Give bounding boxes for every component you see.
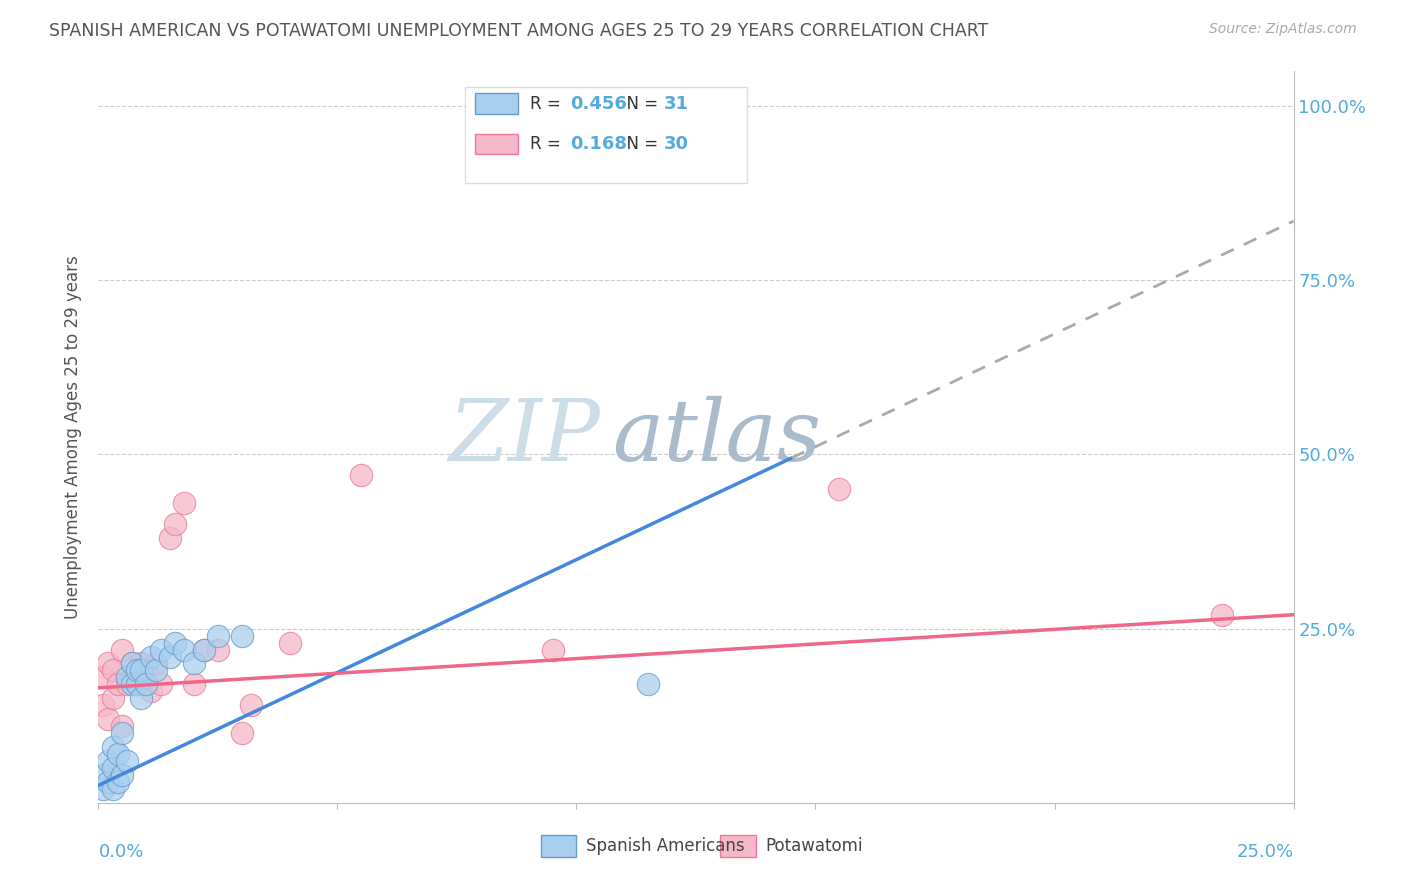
Point: [101, 781, 124, 796]
Point: [231, 726, 253, 740]
Point: [350, 468, 373, 483]
Point: [101, 761, 124, 775]
Point: [107, 747, 129, 761]
Point: [183, 657, 205, 671]
Point: [111, 768, 134, 782]
Point: [121, 677, 143, 691]
Point: [115, 677, 138, 691]
Point: [163, 635, 186, 649]
Point: [139, 649, 162, 664]
Text: Source: ZipAtlas.com: Source: ZipAtlas.com: [1209, 22, 1357, 37]
Text: R =: R =: [530, 95, 567, 112]
Point: [97, 775, 120, 789]
Point: [207, 629, 229, 643]
Point: [111, 719, 134, 733]
Point: [125, 677, 148, 691]
Point: [125, 677, 148, 691]
Text: R =: R =: [530, 135, 567, 153]
Text: 0.456: 0.456: [569, 95, 627, 112]
Point: [139, 684, 162, 698]
Point: [145, 664, 167, 678]
Text: N =: N =: [616, 95, 664, 112]
Point: [163, 517, 186, 532]
Text: 25.0%: 25.0%: [1236, 843, 1294, 861]
Point: [193, 642, 215, 657]
Point: [173, 496, 195, 510]
Point: [125, 664, 148, 678]
Text: N =: N =: [616, 135, 664, 153]
FancyBboxPatch shape: [475, 134, 519, 154]
Point: [183, 677, 205, 691]
Text: Potawatomi: Potawatomi: [765, 837, 863, 855]
Point: [111, 642, 134, 657]
Point: [173, 642, 195, 657]
Point: [193, 642, 215, 657]
Point: [97, 754, 120, 768]
Point: [121, 657, 143, 671]
Text: Spanish Americans: Spanish Americans: [586, 837, 745, 855]
Point: [101, 740, 124, 755]
Text: 30: 30: [664, 135, 689, 153]
Point: [101, 691, 124, 706]
Text: atlas: atlas: [613, 396, 821, 478]
Point: [131, 664, 153, 678]
FancyBboxPatch shape: [465, 87, 748, 183]
FancyBboxPatch shape: [475, 94, 519, 114]
Y-axis label: Unemployment Among Ages 25 to 29 years: Unemployment Among Ages 25 to 29 years: [65, 255, 83, 619]
FancyBboxPatch shape: [720, 835, 756, 857]
Text: 0.168: 0.168: [569, 135, 627, 153]
Point: [637, 677, 659, 691]
Point: [107, 677, 129, 691]
Text: 0.0%: 0.0%: [98, 843, 143, 861]
Point: [121, 657, 143, 671]
Text: ZIP: ZIP: [449, 396, 600, 478]
Text: SPANISH AMERICAN VS POTAWATOMI UNEMPLOYMENT AMONG AGES 25 TO 29 YEARS CORRELATIO: SPANISH AMERICAN VS POTAWATOMI UNEMPLOYM…: [49, 22, 988, 40]
Point: [101, 664, 124, 678]
Point: [91, 768, 114, 782]
Point: [278, 635, 301, 649]
Point: [828, 483, 851, 497]
Point: [1211, 607, 1233, 622]
Point: [91, 698, 114, 713]
Point: [91, 781, 114, 796]
Point: [97, 657, 120, 671]
Point: [135, 677, 157, 691]
Point: [131, 691, 153, 706]
Point: [541, 642, 564, 657]
Point: [149, 642, 172, 657]
Point: [111, 726, 134, 740]
Point: [207, 642, 229, 657]
Text: 31: 31: [664, 95, 689, 112]
Point: [159, 531, 181, 545]
FancyBboxPatch shape: [541, 835, 576, 857]
Point: [107, 775, 129, 789]
Point: [115, 670, 138, 684]
Point: [159, 649, 181, 664]
Point: [145, 657, 167, 671]
Point: [115, 754, 138, 768]
Point: [91, 670, 114, 684]
Point: [135, 664, 157, 678]
Point: [97, 712, 120, 726]
Point: [231, 629, 253, 643]
Point: [149, 677, 172, 691]
Point: [131, 657, 153, 671]
Point: [240, 698, 263, 713]
